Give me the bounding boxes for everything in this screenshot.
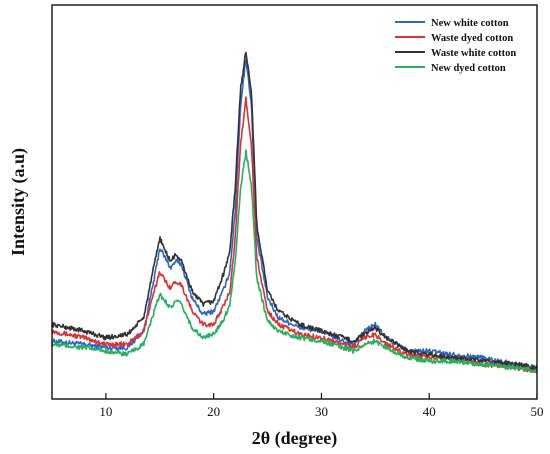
plot-frame — [51, 4, 538, 400]
series-line — [51, 51, 538, 371]
legend-label: New white cotton — [431, 18, 509, 29]
x-axis-title: 2θ (degree) — [252, 428, 338, 449]
x-tick-label: 20 — [207, 404, 220, 419]
legend-label: Waste dyed cotton — [431, 33, 513, 44]
y-axis-title: Intensity (a.u) — [8, 148, 29, 256]
x-tick-label: 50 — [531, 404, 544, 419]
x-tick-label: 40 — [423, 404, 436, 419]
series-line — [51, 58, 538, 371]
series-line — [51, 96, 538, 374]
plot-layer — [51, 51, 538, 374]
legend-label: Waste white cotton — [431, 48, 516, 59]
x-tick-label: 30 — [315, 404, 328, 419]
legend: New white cotton Waste dyed cotton Waste w… — [395, 18, 516, 74]
series-line — [51, 149, 538, 374]
x-tick-label: 10 — [99, 404, 112, 419]
frame-layer: 10 20 30 40 50 — [51, 4, 544, 419]
legend-label: New dyed cotton — [431, 63, 506, 74]
